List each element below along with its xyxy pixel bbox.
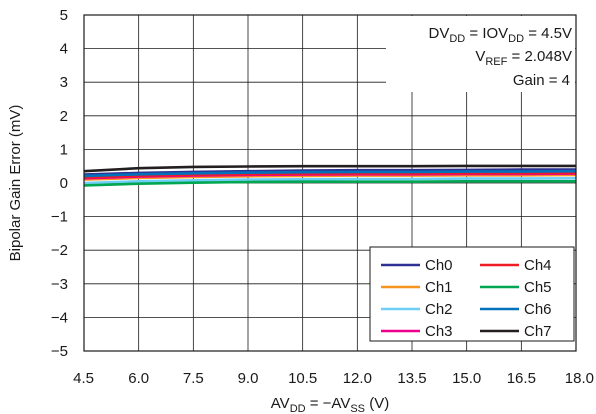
x-tick-label: 18.0 xyxy=(565,370,594,387)
conditions-annotation: DVDD = IOVDD = 4.5V VREF = 2.048V Gain =… xyxy=(428,25,572,89)
x-tick-label: 6.0 xyxy=(128,370,149,387)
y-tick-label: 0 xyxy=(60,175,68,192)
y-tick-label: 4 xyxy=(60,41,68,58)
y-tick-label: −1 xyxy=(51,209,68,226)
y-tick-label: 1 xyxy=(60,141,68,158)
legend-label-ch7: Ch7 xyxy=(524,323,552,340)
y-tick-label: 5 xyxy=(60,7,68,24)
x-tick-label: 4.5 xyxy=(73,370,94,387)
x-axis-label: AVDD = −AVSS (V) xyxy=(271,395,389,414)
legend-label-ch3: Ch3 xyxy=(425,323,453,340)
annotation-vref-line: VREF = 2.048V xyxy=(475,48,572,68)
legend-label-ch0: Ch0 xyxy=(425,257,453,274)
y-axis-label: Bipolar Gain Error (mV) xyxy=(7,105,24,262)
y-tick-label: 3 xyxy=(60,74,68,91)
x-tick-label: 16.5 xyxy=(507,370,536,387)
y-tick-label: −3 xyxy=(51,276,68,293)
y-tick-label: −4 xyxy=(51,309,68,326)
series-line-ch5 xyxy=(83,180,576,187)
series-line-ch6 xyxy=(83,169,577,178)
legend-label-ch5: Ch5 xyxy=(524,279,552,296)
legend-label-ch6: Ch6 xyxy=(524,301,552,318)
x-tick-label: 13.5 xyxy=(397,370,426,387)
annotation-background xyxy=(386,16,575,92)
x-tick-label: 10.5 xyxy=(288,370,317,387)
x-tick-label: 9.0 xyxy=(238,370,259,387)
series-layer xyxy=(83,164,577,187)
legend-label-ch1: Ch1 xyxy=(425,279,453,296)
plot-frame xyxy=(83,14,577,352)
annotation-supply-line: DVDD = IOVDD = 4.5V xyxy=(428,25,572,45)
y-tick-label: −5 xyxy=(51,343,68,360)
legend-label-ch2: Ch2 xyxy=(425,301,453,318)
x-tick-label: 7.5 xyxy=(183,370,204,387)
series-line-ch0 xyxy=(83,168,576,176)
series-line-ch7 xyxy=(83,164,576,173)
legend-label-ch4: Ch4 xyxy=(524,257,552,274)
annotation-gain-line: Gain = 4 xyxy=(513,72,570,89)
legend: Ch0 Ch1 Ch2 Ch3 Ch4 Ch5 Ch6 Ch7 xyxy=(369,246,575,342)
y-tick-label: 2 xyxy=(60,108,68,125)
series-line-ch2 xyxy=(83,177,577,185)
y-tick-labels: 5 4 3 2 1 0 −1 −2 −3 −4 −5 xyxy=(51,7,68,360)
x-tick-label: 12.0 xyxy=(343,370,372,387)
x-tick-label: 15.0 xyxy=(452,370,481,387)
y-tick-label: −2 xyxy=(51,242,68,259)
x-tick-labels: 4.5 6.0 7.5 9.0 10.5 12.0 13.5 15.0 16.5 18.0 xyxy=(73,370,594,387)
legend-box xyxy=(369,246,575,342)
